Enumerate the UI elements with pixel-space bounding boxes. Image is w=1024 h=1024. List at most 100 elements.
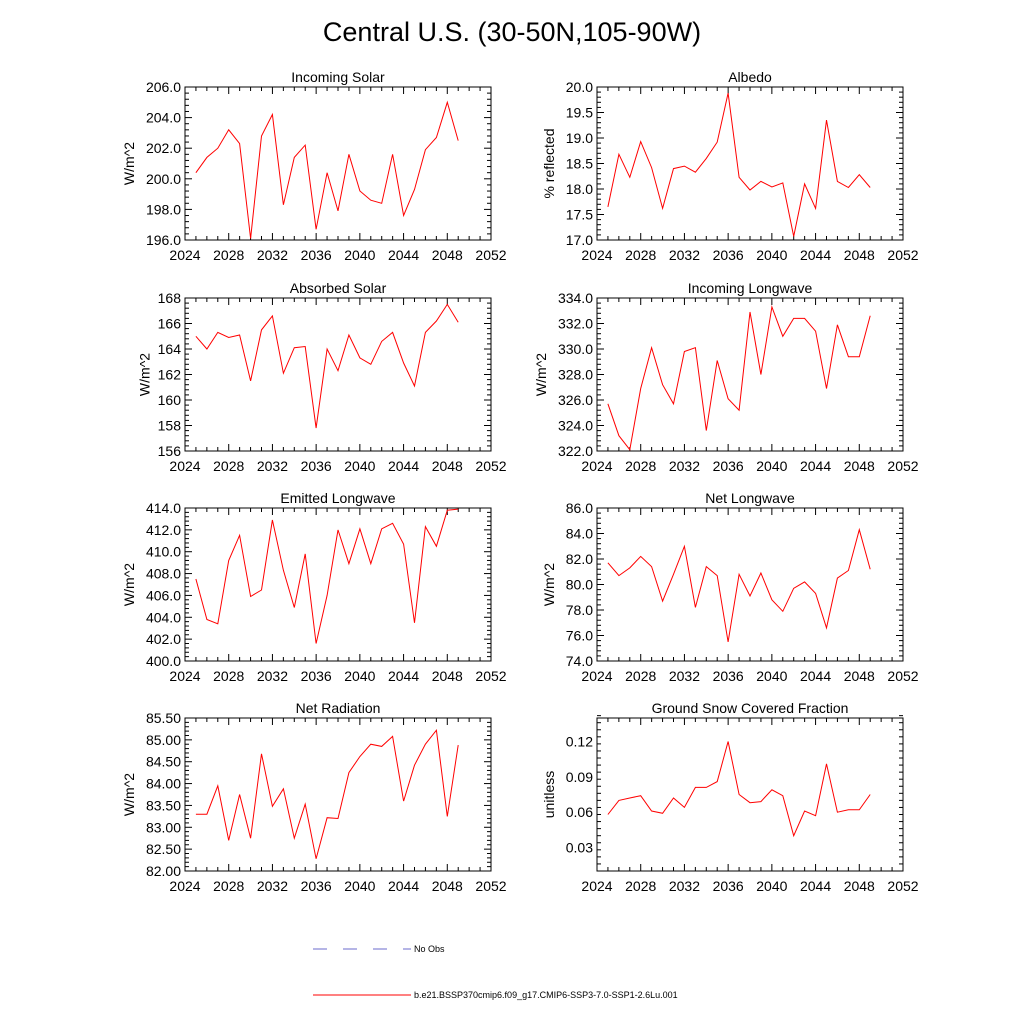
x-tick-label: 2036 (713, 458, 744, 474)
y-axis-label: W/m^2 (121, 142, 137, 185)
x-tick-label: 2040 (756, 458, 787, 474)
y-tick-label: 0.06 (566, 804, 593, 820)
x-tick-label: 2024 (169, 247, 200, 263)
x-tick-label: 2028 (213, 668, 244, 684)
x-tick-label: 2028 (625, 458, 656, 474)
panel-title: Incoming Solar (291, 69, 385, 85)
plot-frame (596, 717, 904, 872)
plot-frame (596, 507, 904, 662)
legend-model-label: b.e21.BSSP370cmip6.f09_g17.CMIP6-SSP3-7.… (414, 990, 678, 1000)
y-tick-label: 334.0 (558, 290, 593, 306)
y-tick-label: 84.50 (146, 754, 181, 770)
y-tick-label: 326.0 (558, 392, 593, 408)
x-tick-label: 2052 (887, 878, 918, 894)
y-tick-label: 20.0 (566, 79, 593, 95)
x-tick-label: 2048 (432, 878, 463, 894)
series-line-ground-snow-covered-fraction (607, 741, 871, 838)
y-tick-label: 78.0 (566, 602, 593, 618)
y-tick-label: 17.0 (566, 232, 593, 248)
x-tick-label: 2040 (344, 247, 375, 263)
series-line-net-radiation (195, 728, 459, 859)
y-tick-label: 408.0 (146, 566, 181, 582)
y-tick-label: 84.00 (146, 776, 181, 792)
x-tick-label: 2044 (800, 458, 831, 474)
panels: Incoming Solar 2024 2028 2032 2036 2040 2044 20… (121, 69, 919, 894)
x-tick-label: 2032 (669, 458, 700, 474)
y-tick-label: 0.09 (566, 769, 593, 785)
x-tick-label: 2024 (581, 668, 612, 684)
series-line-incoming-solar (195, 100, 459, 239)
x-tick-label: 2048 (844, 247, 875, 263)
y-tick-label: 85.50 (146, 710, 181, 726)
x-tick-label: 2032 (257, 458, 288, 474)
x-tick-label: 2036 (713, 247, 744, 263)
x-tick-label: 2048 (844, 878, 875, 894)
y-tick-label: 196.0 (146, 232, 181, 248)
y-tick-label: 166 (158, 316, 182, 332)
y-tick-label: 83.00 (146, 819, 181, 835)
x-tick-label: 2036 (713, 878, 744, 894)
plot-frame (184, 297, 492, 452)
x-tick-label: 2028 (625, 878, 656, 894)
series-line-emitted-longwave (195, 508, 459, 644)
x-tick-label: 2024 (169, 458, 200, 474)
y-tick-label: 19.5 (566, 105, 593, 121)
y-axis-label: % reflected (541, 128, 557, 198)
y-tick-label: 18.0 (566, 181, 593, 197)
y-axis-label: W/m^2 (533, 353, 549, 396)
panel-ground-snow-covered-fraction: Ground Snow Covered Fraction 2024 2028 2032… (541, 700, 919, 894)
panel-emitted-longwave: Emitted Longwave 2024 2028 2032 2036 2040 2044… (121, 490, 507, 684)
x-tick-label: 2052 (475, 878, 506, 894)
x-tick-label: 2044 (388, 878, 419, 894)
x-tick-label: 2032 (257, 247, 288, 263)
x-tick-label: 2036 (301, 668, 332, 684)
y-tick-label: 0.12 (566, 734, 593, 750)
x-tick-label: 2024 (169, 878, 200, 894)
y-tick-label: 330.0 (558, 341, 593, 357)
x-tick-label: 2044 (388, 668, 419, 684)
x-tick-label: 2040 (344, 668, 375, 684)
y-tick-label: 164 (158, 341, 182, 357)
y-tick-label: 412.0 (146, 522, 181, 538)
y-tick-label: 18.5 (566, 156, 593, 172)
panel-title: Ground Snow Covered Fraction (652, 700, 849, 716)
panel-incoming-longwave: Incoming Longwave 2024 2028 2032 2036 2040 204… (533, 280, 919, 474)
y-tick-label: 198.0 (146, 201, 181, 217)
y-tick-label: 402.0 (146, 631, 181, 647)
y-tick-label: 82.50 (146, 841, 181, 857)
x-tick-label: 2032 (669, 878, 700, 894)
x-tick-label: 2052 (887, 247, 918, 263)
x-tick-label: 2028 (213, 458, 244, 474)
panel-title: Emitted Longwave (280, 490, 395, 506)
y-axis-label: W/m^2 (541, 563, 557, 606)
x-tick-label: 2044 (800, 668, 831, 684)
x-tick-label: 2032 (257, 668, 288, 684)
plot-frame (184, 717, 492, 872)
y-axis-label: W/m^2 (121, 563, 137, 606)
y-tick-label: 162 (158, 367, 182, 383)
y-tick-label: 0.03 (566, 839, 593, 855)
x-tick-label: 2028 (625, 247, 656, 263)
y-tick-label: 204.0 (146, 110, 181, 126)
legend: No Obs b.e21.BSSP370cmip6.f09_g17.CMIP6-… (313, 944, 678, 1000)
x-tick-label: 2032 (257, 878, 288, 894)
y-tick-label: 202.0 (146, 140, 181, 156)
panel-title: Absorbed Solar (290, 280, 387, 296)
x-tick-label: 2036 (301, 247, 332, 263)
y-tick-label: 80.0 (566, 577, 593, 593)
x-tick-label: 2032 (669, 668, 700, 684)
legend-obs-label: No Obs (414, 944, 445, 954)
x-tick-label: 2028 (625, 668, 656, 684)
panel-title: Net Longwave (705, 490, 795, 506)
x-tick-label: 2052 (475, 458, 506, 474)
y-tick-label: 410.0 (146, 544, 181, 560)
panel-incoming-solar: Incoming Solar 2024 2028 2032 2036 2040 2044 20… (121, 69, 507, 263)
y-tick-label: 404.0 (146, 609, 181, 625)
x-tick-label: 2052 (475, 668, 506, 684)
y-tick-label: 19.0 (566, 130, 593, 146)
y-axis-label: W/m^2 (137, 353, 153, 396)
y-tick-label: 414.0 (146, 500, 181, 516)
panel-net-longwave: Net Longwave 2024 2028 2032 2036 2040 2044 2048… (541, 490, 919, 684)
x-tick-label: 2040 (344, 878, 375, 894)
